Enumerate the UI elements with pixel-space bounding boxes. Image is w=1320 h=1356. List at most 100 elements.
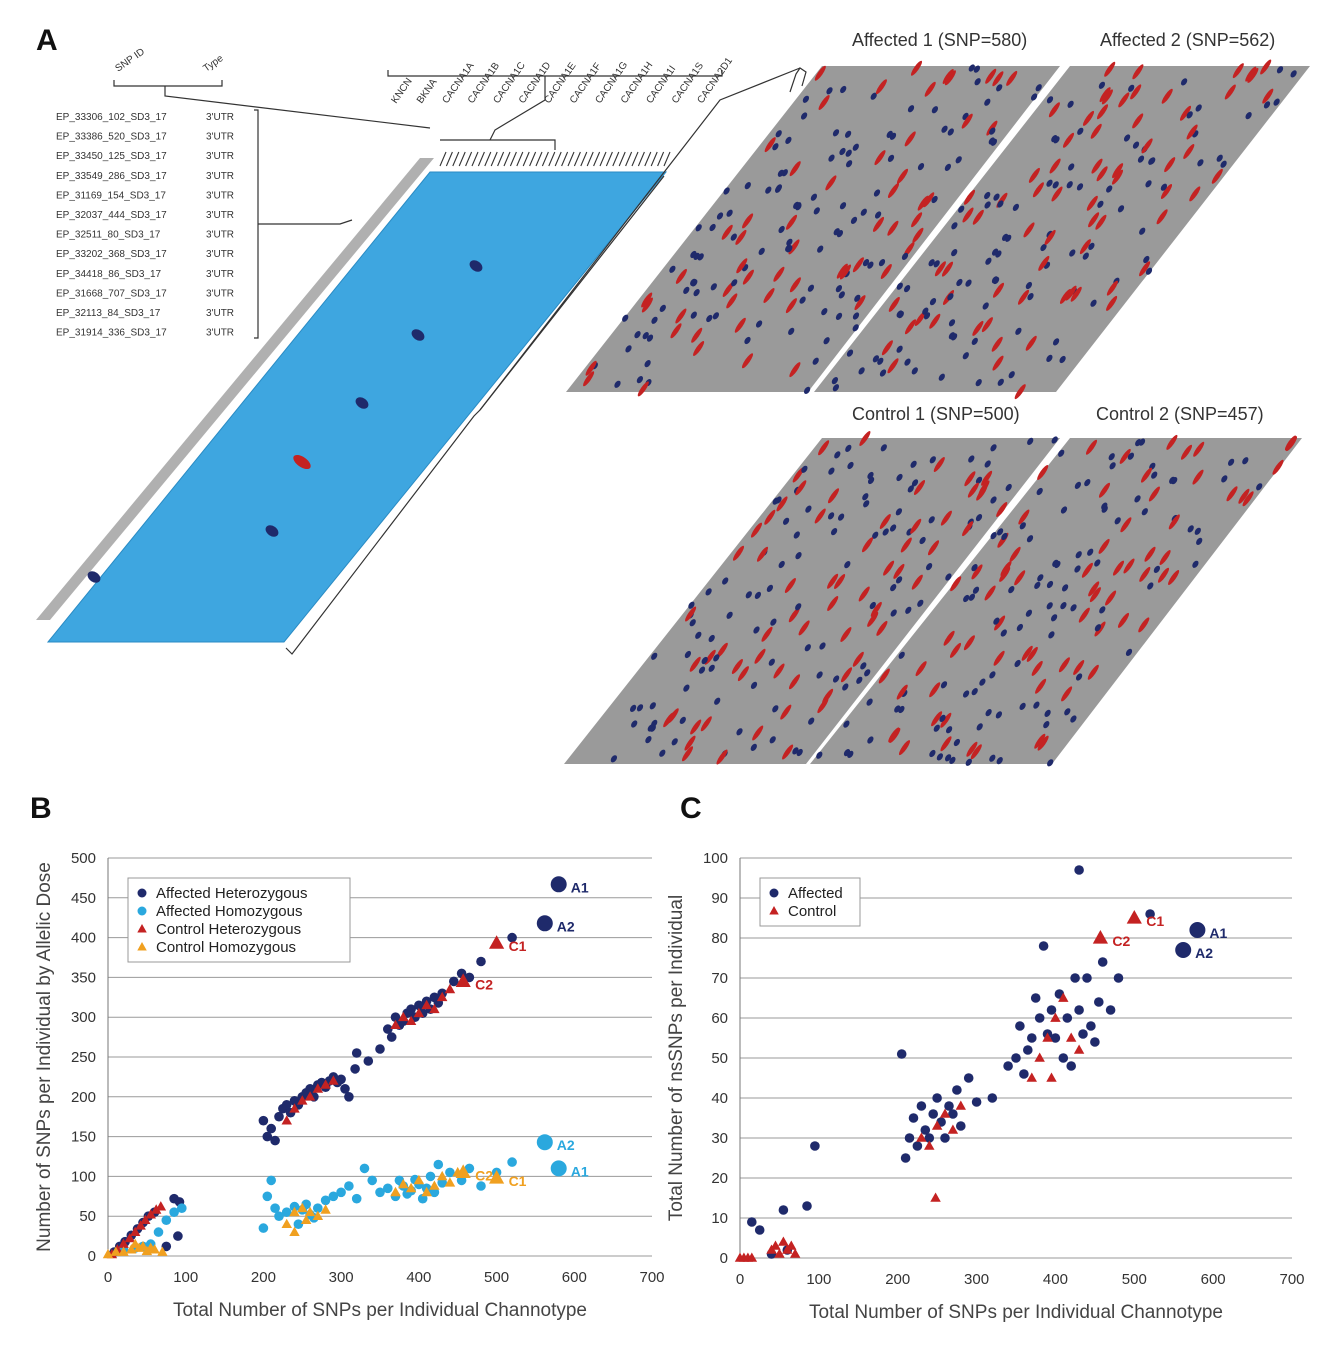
heterozygous-mark [938,373,945,381]
x-tick-label: 400 [406,1269,431,1286]
heterozygous-mark [993,617,1000,625]
zoom-gray-strip [36,158,434,620]
heterozygous-mark [933,724,940,732]
homozygous-mark [1065,285,1077,301]
heterozygous-mark [1046,580,1054,589]
homozygous-mark [734,317,746,333]
homozygous-mark [859,431,871,446]
y-axis-label: Number of SNPs per Individual by Allelic… [34,862,55,1252]
homozygous-mark [887,183,900,198]
triangle-point [421,1186,432,1197]
circle-point [383,1024,393,1034]
homozygous-mark [880,264,892,279]
x-tick-label: 400 [1043,1271,1068,1288]
heterozygous-mark [712,312,720,320]
heterozygous-mark [901,252,909,261]
heterozygous-mark [782,517,790,525]
homozygous-mark [731,659,743,674]
y-tick-label: 350 [71,969,96,986]
heterozygous-mark [1036,487,1043,496]
zoom-matrix-marks [87,260,483,583]
triangle-point [436,991,448,1002]
circle-point [350,1064,360,1074]
heterozygous-mark [766,584,774,593]
circle-point [417,1193,428,1204]
heterozygous-mark [1046,602,1053,610]
heterozygous-mark [625,345,632,353]
heterozygous-mark [745,591,752,599]
homozygous-mark [1117,612,1130,628]
column-hatch-line [631,151,639,167]
heterozygous-mark [819,642,826,650]
homozygous-mark [716,749,728,765]
homozygous-mark [763,288,775,303]
circle-point [359,1163,370,1174]
homozygous-mark [788,674,801,690]
heterozygous-mark [839,147,846,156]
matrix-background [564,438,1060,764]
heterozygous-mark [975,379,982,387]
heterozygous-mark [671,738,678,746]
heterozygous-mark [1046,179,1053,187]
heterozygous-mark [1026,535,1034,543]
homozygous-mark [773,663,785,679]
chart-c: 0 10 20 30 40 50 60 70 80 90 100 0 100 200 300 400 500 60… [666,850,1305,1323]
heterozygous-mark [1097,200,1104,208]
homozygous-mark [780,704,792,720]
circle-point [274,1211,284,1221]
homozygous-mark [981,470,993,486]
circle-point [305,1084,315,1094]
circle-point [948,1109,958,1119]
homozygous-mark [878,668,890,684]
matrix-background [810,438,1302,764]
homozygous-mark [858,586,870,602]
homozygous-mark [1087,664,1099,680]
homozygous-mark [1123,558,1135,574]
triangle-point [118,1238,129,1248]
heterozygous-mark [775,184,783,192]
homozygous-mark [752,725,764,741]
heterozygous-mark [1099,606,1106,614]
heterozygous-mark [996,528,1004,536]
heterozygous-mark [872,531,879,539]
homozygous-mark [942,69,954,84]
homozygous-mark [914,311,926,326]
homozygous-mark [1262,88,1274,104]
homozygous-mark [782,744,794,760]
snp-row-id: EP_33306_102_SD3_17 [56,112,167,123]
heterozygous-mark [1125,648,1133,657]
heterozygous-mark [971,337,978,346]
y-tick-label: 100 [703,850,728,867]
heterozygous-mark [907,105,915,113]
snp-row-list: EP_33306_102_SD3_17 3'UTREP_33386_520_SD3… [56,112,234,339]
circle-point [769,888,779,898]
homozygous-mark [1119,448,1131,464]
circle-point [169,1207,179,1217]
highlight-label: A1 [571,1163,589,1179]
heterozygous-mark [1094,559,1101,567]
circle-point [161,1215,172,1225]
y-axis-label: Total Number of nsSNPs per Individual [666,895,687,1221]
heterozygous-mark [753,626,760,634]
circle-point [904,1133,915,1143]
heterozygous-mark [697,253,704,261]
y-tick-label: 0 [720,1250,728,1267]
y-tick-label: 500 [71,850,96,867]
circle-point [916,1101,927,1111]
triangle-point [413,1174,425,1185]
heterozygous-mark [989,127,996,135]
homozygous-mark [1090,123,1102,139]
homozygous-mark [888,727,900,743]
heterozygous-mark [929,456,936,464]
x-tick-label: 600 [562,1269,587,1286]
triangle-point [297,1202,308,1213]
homozygous-mark [1166,434,1178,450]
x-tick-label: 500 [1122,1271,1147,1288]
heterozygous-mark [730,233,737,241]
snp-row-type: 3'UTR [206,269,234,280]
homozygous-mark [1048,102,1060,118]
heterozygous-mark [1067,100,1074,108]
heterozygous-mark [1000,629,1007,637]
homozygous-mark [792,467,804,483]
homozygous-mark [1186,124,1198,140]
